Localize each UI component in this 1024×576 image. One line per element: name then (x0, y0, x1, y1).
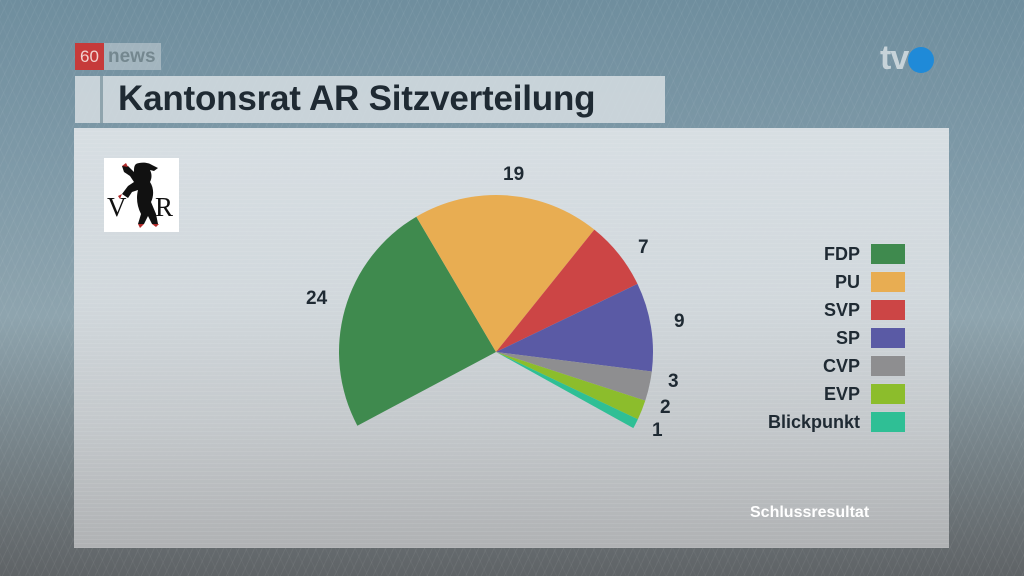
legend-swatch (871, 412, 905, 432)
title-bar (75, 76, 665, 123)
channel-number: 60 (75, 43, 104, 70)
legend-label: SVP (823, 299, 860, 320)
value-label-evp: 2 (660, 397, 671, 418)
legend-label: FDP (824, 243, 860, 264)
legend-swatch (871, 272, 905, 292)
station-logo: tv (880, 39, 935, 77)
page-title: Kantonsrat AR Sitzverteilung (118, 79, 596, 118)
legend-swatch (871, 384, 905, 404)
legend-label: PU (834, 271, 860, 292)
value-label-blickpunkt: 1 (652, 420, 663, 441)
legend-swatch (871, 244, 905, 264)
legend-swatch (871, 300, 905, 320)
legend-item-svp: SVP (735, 296, 905, 324)
legend-label: CVP (822, 355, 860, 376)
pie-slice-blickpunkt (496, 352, 638, 429)
value-label-fdp: 24 (306, 288, 328, 309)
appenzell-bear-crest-icon: V R (104, 158, 179, 232)
chart-legend: FDP PU SVP SP CVP EVP Blickpunkt (735, 240, 905, 436)
crest-letter-left: V (107, 192, 127, 222)
value-label-cvp: 3 (668, 371, 679, 392)
value-label-pu: 19 (503, 164, 525, 185)
channel-name: news (104, 43, 161, 70)
legend-item-cvp: CVP (735, 352, 905, 380)
legend-label: Blickpunkt (767, 411, 860, 432)
legend-item-evp: EVP (735, 380, 905, 408)
station-logo-text: tv (880, 39, 909, 77)
station-logo-dot-icon (908, 47, 935, 73)
legend-swatch (871, 328, 905, 348)
legend-label: SP (835, 327, 860, 348)
pie-slice-svp (496, 229, 638, 352)
legend-item-pu: PU (735, 268, 905, 296)
legend-item-fdp: FDP (735, 240, 905, 268)
title-separator (100, 76, 103, 123)
legend-swatch (871, 356, 905, 376)
pie-slice-pu (416, 194, 595, 352)
bear-icon (118, 162, 159, 228)
legend-item-blickpunkt: Blickpunkt (735, 408, 905, 436)
status-label: Schlussresultat (750, 504, 870, 521)
pie-slice-fdp (338, 216, 496, 426)
value-label-svp: 7 (638, 237, 649, 258)
legend-label: EVP (823, 383, 860, 404)
pie-slice-sp (496, 283, 654, 372)
channel-brand: 60 news (75, 43, 161, 70)
value-label-sp: 9 (674, 311, 685, 332)
pie-slice-cvp (496, 352, 652, 401)
legend-item-sp: SP (735, 324, 905, 352)
pie-slice-evp (496, 352, 646, 420)
crest-letter-right: R (155, 192, 174, 222)
